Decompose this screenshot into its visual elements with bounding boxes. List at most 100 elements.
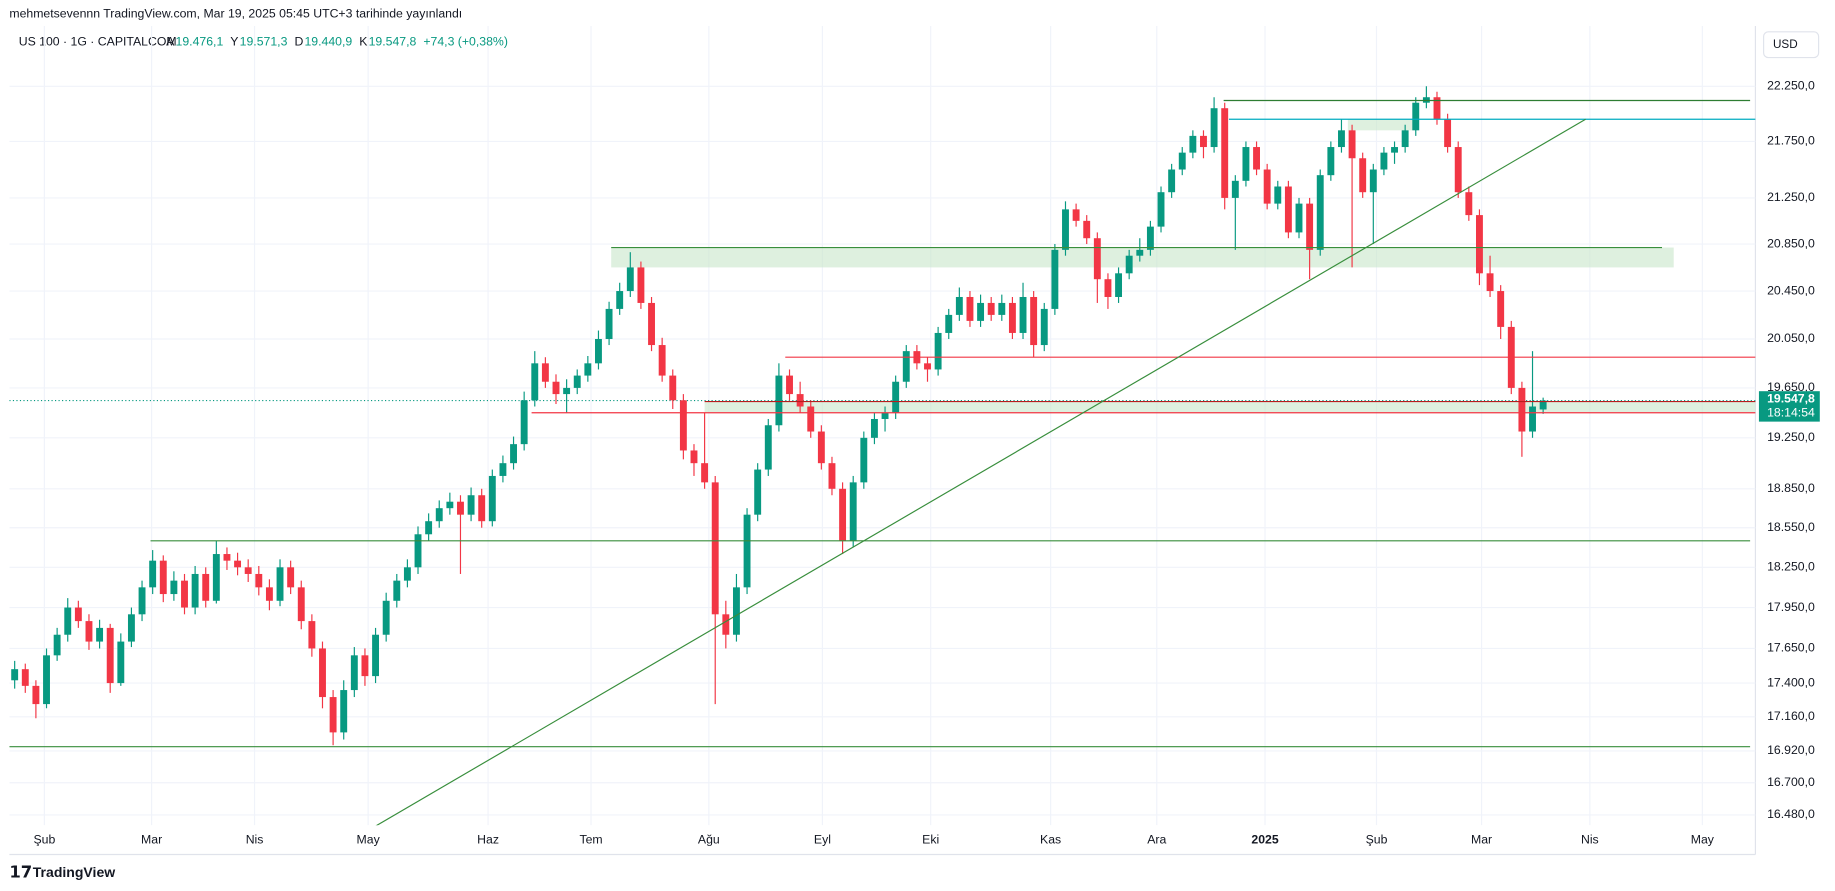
- x-tick-label: 2025: [1251, 833, 1278, 847]
- plot-layer: [9, 25, 1756, 826]
- candle-body: [1168, 169, 1176, 193]
- zone: [704, 401, 1756, 413]
- candle-body: [711, 482, 719, 615]
- candle-body: [467, 495, 475, 515]
- candle-body: [1401, 130, 1409, 148]
- candle-body: [457, 501, 464, 515]
- y-tick-label: 22.250,0: [1767, 79, 1815, 93]
- published-note: mehmetsevennn TradingView.com, Mar 19, 2…: [9, 7, 462, 21]
- candle-body: [796, 394, 804, 407]
- candle-body: [934, 332, 942, 370]
- candle-body: [138, 587, 146, 615]
- y-tick-label: 16.480,0: [1767, 807, 1815, 821]
- candle-body: [1093, 238, 1101, 280]
- x-tick-label: Şub: [33, 833, 55, 847]
- currency-button[interactable]: [1763, 31, 1820, 59]
- candle-body: [860, 437, 868, 483]
- candle-body: [1242, 147, 1250, 181]
- candle-body: [1200, 135, 1207, 148]
- candle-body: [403, 567, 411, 581]
- candle-body: [743, 514, 751, 588]
- candle-body: [96, 627, 104, 642]
- x-tick-label: Haz: [477, 833, 499, 847]
- zone: [1347, 119, 1413, 131]
- candle-body: [1062, 209, 1069, 250]
- candle-body: [1391, 147, 1398, 153]
- candle-body: [807, 406, 815, 432]
- candle-body: [372, 634, 380, 677]
- candle-body: [32, 685, 40, 705]
- y-tick-label: 19.650,0: [1767, 380, 1815, 394]
- candle-body: [1231, 180, 1239, 198]
- candle-body: [605, 308, 613, 339]
- x-tick-label: Şub: [1366, 833, 1388, 847]
- candle-body: [1210, 108, 1218, 148]
- candle-body: [11, 669, 19, 681]
- candle-body: [1083, 220, 1091, 239]
- candle-body: [1263, 169, 1271, 204]
- candle-body: [1253, 147, 1260, 170]
- currency[interactable]: USD: [1773, 38, 1798, 51]
- candle-body: [106, 627, 114, 684]
- ohlc-value: 19.440,9: [304, 35, 352, 49]
- candle-body: [1008, 302, 1016, 333]
- y-tick-label: 20.050,0: [1767, 331, 1815, 345]
- candle-body: [435, 508, 443, 522]
- candle-body: [531, 363, 539, 401]
- candle-body: [1178, 152, 1186, 170]
- candle-body: [159, 560, 167, 595]
- candle-body: [1518, 387, 1526, 432]
- candle-body: [679, 400, 687, 451]
- candle-body: [446, 501, 454, 509]
- candle-body: [202, 573, 210, 601]
- candle-body: [1125, 255, 1133, 274]
- y-tick-label: 17.950,0: [1767, 600, 1815, 614]
- candle-body: [786, 375, 793, 395]
- y-tick-label: 21.250,0: [1767, 190, 1815, 204]
- candle-body: [690, 450, 698, 464]
- y-tick-label: 20.450,0: [1767, 283, 1815, 297]
- candle-body: [552, 381, 560, 395]
- candle-body: [1539, 400, 1547, 410]
- candle-body: [74, 607, 82, 622]
- x-tick-label: Mar: [1471, 833, 1492, 847]
- candle-body: [595, 338, 602, 364]
- candle-body: [945, 314, 953, 333]
- x-tick-label: Ağu: [698, 833, 720, 847]
- logo-mark: 𝟭𝟳: [9, 864, 32, 882]
- candle-body: [265, 587, 273, 601]
- candle-body: [1157, 192, 1165, 227]
- x-tick-label: Nis: [246, 833, 264, 847]
- y-tick-label: 17.160,0: [1767, 709, 1815, 723]
- price-tag: [1758, 391, 1820, 422]
- candle-body: [170, 580, 178, 595]
- ohlc-value: 19.571,3: [240, 35, 288, 49]
- candle-body: [563, 387, 571, 395]
- y-tick-label: 18.250,0: [1767, 560, 1815, 574]
- candle-body: [902, 351, 910, 382]
- candle-body: [244, 567, 252, 574]
- candle-body: [541, 363, 549, 382]
- candle-body: [1189, 135, 1197, 153]
- candle-body: [127, 614, 135, 642]
- candle-body: [1475, 215, 1483, 274]
- x-tick-label: May: [357, 833, 381, 847]
- candle-body: [584, 363, 592, 376]
- candle-body: [1433, 97, 1441, 120]
- price-tag-value: 19.547,8: [1767, 392, 1815, 406]
- candle-body: [1380, 152, 1388, 170]
- candle-body: [340, 690, 348, 733]
- candle-body: [1486, 273, 1494, 292]
- brand: TradingView: [33, 864, 115, 880]
- x-tick-label: Eki: [922, 833, 939, 847]
- ohlc-key: A: [166, 35, 175, 49]
- candle-body: [1146, 226, 1154, 250]
- candle-body: [754, 469, 762, 515]
- candle-body: [361, 655, 369, 677]
- ohlc-key: D: [294, 35, 303, 49]
- candle-body: [1327, 147, 1335, 176]
- candle-body: [626, 267, 634, 292]
- candle-body: [669, 375, 677, 401]
- candle-body: [870, 418, 878, 438]
- candle-body: [1444, 119, 1452, 148]
